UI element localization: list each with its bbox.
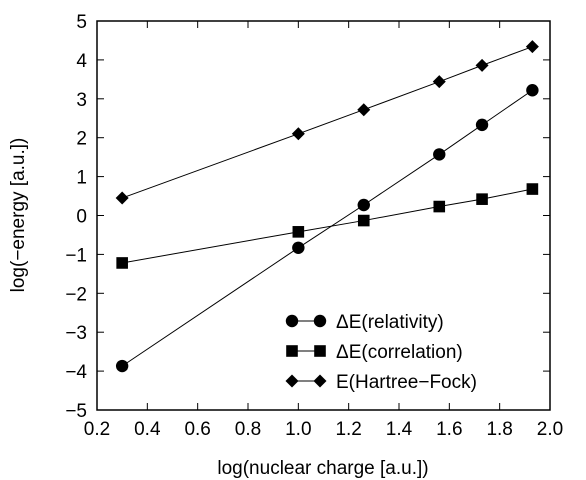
y-tick-label: 3 (76, 90, 87, 111)
data-point (115, 191, 129, 205)
series-line (122, 188, 533, 264)
data-point (475, 58, 489, 72)
y-tick-label: 0 (76, 207, 87, 228)
data-point (526, 84, 539, 97)
series-diamond (115, 40, 539, 205)
legend-marker (286, 345, 298, 357)
data-point (433, 148, 446, 161)
legend-entry: ΔE(correlation) (286, 342, 463, 363)
y-tick-label: −5 (65, 401, 87, 422)
x-tick-label: 0.4 (134, 419, 161, 440)
data-point (476, 193, 488, 205)
x-tick-label: 1.2 (335, 419, 361, 440)
y-tick-label: 1 (76, 168, 87, 189)
y-tick-label: −4 (65, 362, 87, 383)
legend-label: E(Hartree−Fock) (336, 372, 477, 393)
series-square (116, 183, 539, 269)
y-tick-label: 4 (76, 51, 87, 72)
data-point (357, 198, 370, 212)
data-point (357, 103, 371, 117)
series-line (121, 46, 533, 199)
legend-marker (285, 314, 299, 328)
legend-marker (314, 345, 326, 357)
data-point (525, 40, 539, 54)
data-point (432, 75, 446, 89)
legend: ΔE(relativity) ΔE(correlation) E(Hartree−F… (285, 312, 477, 393)
x-tick-label: 1.8 (486, 419, 512, 440)
y-tick-label: −2 (65, 284, 87, 305)
x-tick-label: 1.0 (285, 419, 311, 440)
data-point (291, 127, 305, 141)
legend-entry: E(Hartree−Fock) (285, 372, 477, 393)
y-tick-label: −3 (65, 323, 87, 344)
series-layer (115, 40, 539, 373)
data-point (526, 183, 539, 195)
y-tick-label: 2 (76, 129, 87, 150)
series-line (121, 89, 533, 367)
x-axis-title: log(nuclear charge [a.u.]) (217, 458, 428, 479)
x-tick-label: 0.2 (84, 419, 110, 440)
data-point (475, 118, 489, 132)
legend-label: ΔE(relativity) (336, 312, 444, 333)
data-point (292, 241, 305, 254)
x-tick-label: 0.8 (235, 419, 261, 440)
data-point (433, 200, 446, 213)
x-tick-label: 1.4 (386, 419, 413, 440)
data-point (292, 226, 305, 238)
data-point (357, 214, 370, 227)
x-tick-label: 2.0 (537, 419, 563, 440)
legend-entry: ΔE(relativity) (285, 312, 444, 333)
legend-marker (285, 374, 299, 388)
y-tick-label: −1 (65, 245, 87, 266)
series-circle (115, 84, 539, 373)
legend-label: ΔE(correlation) (336, 342, 463, 363)
x-tick-label: 0.6 (184, 419, 210, 440)
legend-marker (313, 374, 327, 388)
data-point (115, 359, 129, 373)
x-tick-label: 1.6 (436, 419, 462, 440)
ticks: 0.2 0.4 0.6 0.8 1.0 1.2 1.4 1.6 1.8 2.0 −5 −4 −3 −2 −1… (65, 12, 563, 440)
legend-marker (313, 314, 327, 328)
data-point (116, 257, 128, 269)
y-tick-label: 5 (76, 12, 87, 33)
y-axis-title: log(−energy [a.u.]) (8, 138, 29, 293)
